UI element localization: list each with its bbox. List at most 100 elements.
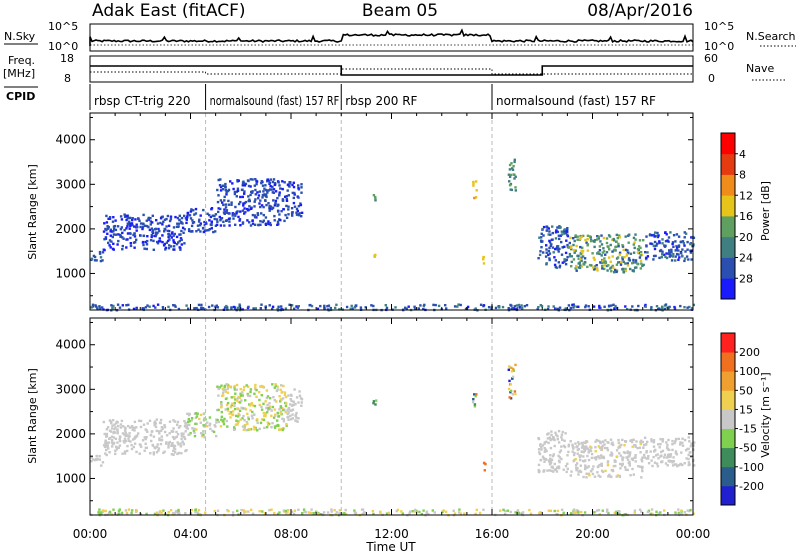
data-cell [473,405,477,408]
data-cell [572,447,575,450]
data-cell [514,308,517,311]
data-cell [108,437,111,440]
data-cell [128,432,131,435]
data-cell [181,222,184,225]
data-cell [160,435,163,438]
data-cell [514,189,517,192]
data-cell [248,198,251,201]
data-cell [98,305,101,308]
data-cell [104,509,107,513]
data-cell [120,419,124,423]
data-cell [202,424,205,427]
noise-left-top-tick: 10^5 [48,20,78,33]
data-cell [145,512,148,516]
data-cell [132,307,136,311]
data-cell [216,306,219,309]
data-cell [151,221,154,224]
data-cell [553,509,556,513]
data-cell [261,220,264,224]
data-cell [268,181,272,185]
data-cell [115,448,119,451]
data-cell [622,260,625,264]
data-cell [242,182,246,185]
data-cell [638,256,642,259]
data-cell [143,449,146,452]
data-cell [163,230,166,233]
data-cell [178,246,181,249]
data-cell [242,204,245,207]
data-cell [634,261,638,264]
colorbar-swatch [721,236,735,258]
data-cell [217,394,220,397]
data-cell [372,512,375,516]
data-cell [128,227,131,230]
data-cell [98,455,101,458]
data-cell [563,445,567,449]
data-cell [640,510,643,513]
data-cell [663,453,667,456]
data-cell [259,421,263,425]
data-cell [237,306,240,310]
data-cell [229,416,232,419]
data-cell [684,250,687,253]
data-cell [239,195,242,199]
data-cell [174,215,177,219]
data-cell [153,424,156,427]
cpid-label: CPID [6,90,35,103]
data-cell [195,230,198,233]
data-cell [253,404,257,408]
data-cell [334,306,337,310]
data-cell [537,448,541,451]
data-cell [579,237,582,241]
data-cell [475,393,478,396]
data-cell [549,233,552,236]
data-cell [242,509,245,512]
data-cell [216,200,220,204]
data-cell [471,400,475,404]
data-cell [569,246,572,249]
data-cell [548,458,551,462]
data-cell [172,239,175,242]
data-cell [107,217,110,220]
data-cell [280,384,283,387]
data-cell [578,469,582,473]
data-cell [300,215,303,218]
data-cell [260,418,264,421]
data-cell [560,508,564,511]
data-cell [273,182,277,185]
data-cell [226,401,230,405]
data-cell [564,263,568,266]
data-cell [552,251,555,254]
data-cell [223,199,226,202]
data-cell [181,434,184,437]
data-cell [688,305,691,309]
data-cell [285,511,288,515]
data-cell [194,509,197,512]
data-cell [573,305,576,308]
data-cell [510,304,513,307]
y-tick-label: 4000 [55,133,86,147]
data-cell [330,508,333,511]
data-cell [632,473,635,476]
data-cell [142,243,145,247]
data-cell [284,404,288,408]
data-cell [558,264,562,267]
data-cell [258,398,261,402]
data-cell [494,306,498,310]
data-cell [665,252,668,255]
data-cell [187,417,190,421]
data-cell [190,208,193,211]
data-cell [619,462,622,466]
data-cell [263,426,266,430]
data-cell [621,256,624,259]
data-cell [283,391,287,394]
data-cell [560,445,563,448]
data-cell [189,210,193,213]
data-cell [419,304,422,307]
data-cell [604,261,608,265]
data-cell [123,452,127,455]
data-cell [582,441,586,444]
data-cell [609,454,612,457]
data-cell [595,456,598,459]
data-cell [119,426,123,429]
